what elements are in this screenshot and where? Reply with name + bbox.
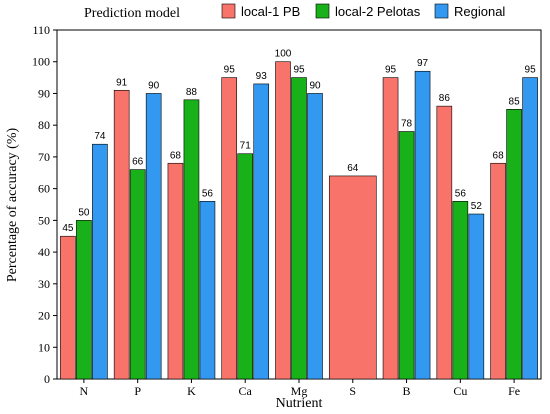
legend-label-local-1-pb: local-1 PB — [241, 4, 300, 19]
bar-n-local-2-pelotas — [76, 220, 92, 380]
bar-fe-regional — [522, 77, 538, 380]
bar-value-labels: 4550749166906888569571931009590649578978… — [62, 49, 536, 235]
y-tick-label: 70 — [38, 150, 50, 164]
bars — [60, 61, 538, 380]
x-tick-label-mg: Mg — [291, 384, 308, 398]
x-tick-label-p: P — [134, 384, 141, 398]
x-tick-label-k: K — [187, 384, 196, 398]
legend-item-local-2-pelotas: local-2 Pelotas — [315, 3, 421, 19]
legend-swatch-local-2-pelotas — [315, 3, 330, 19]
bar-n-local-1-pb — [60, 235, 76, 380]
bar-mg-local-1-pb — [275, 61, 291, 380]
bar-value-label-p-local-1-pb: 91 — [116, 77, 128, 88]
bar-value-label-s-local-1-pb: 64 — [347, 163, 359, 174]
legend-item-local-1-pb: local-1 PB — [221, 3, 300, 19]
bar-value-label-n-local-2-pelotas: 50 — [78, 207, 90, 218]
bar-fe-local-1-pb — [490, 162, 506, 380]
y-tick-label: 20 — [38, 309, 50, 323]
bar-p-local-1-pb — [113, 89, 130, 380]
y-tick-label: 10 — [38, 340, 50, 354]
bar-s-local-1-pb — [328, 175, 377, 380]
legend-swatch-local-1-pb — [221, 3, 236, 19]
bar-ca-regional — [253, 83, 270, 380]
bar-ca-local-2-pelotas — [237, 153, 254, 380]
y-tick-label: 30 — [38, 277, 50, 291]
bar-value-label-cu-local-2-pelotas: 56 — [455, 188, 467, 199]
bar-ca-local-1-pb — [221, 77, 238, 380]
bar-value-label-p-local-2-pelotas: 66 — [132, 157, 144, 168]
y-tick-label: 80 — [38, 118, 50, 132]
bar-value-label-b-local-1-pb: 95 — [385, 65, 397, 76]
bar-n-regional — [92, 143, 108, 380]
legend-swatch-regional — [434, 3, 449, 19]
y-tick-label: 60 — [38, 182, 50, 196]
bar-value-label-b-regional: 97 — [417, 58, 429, 69]
legend-title: Prediction model — [84, 6, 180, 21]
bar-value-label-cu-local-1-pb: 86 — [439, 93, 451, 104]
legend: Prediction model local-1 PB local-2 Pelo… — [84, 3, 505, 21]
x-tick-label-cu: Cu — [453, 384, 467, 398]
bar-value-label-k-local-1-pb: 68 — [170, 150, 182, 161]
bar-mg-local-2-pelotas — [291, 77, 307, 380]
y-tick-label: 0 — [44, 372, 50, 386]
x-axis-title: Nutrient — [276, 396, 323, 411]
bar-value-label-k-regional: 56 — [202, 188, 214, 199]
bar-value-label-ca-local-1-pb: 95 — [224, 65, 236, 76]
x-tick-label-b: B — [403, 384, 411, 398]
x-tick-label-n: N — [80, 384, 89, 398]
bar-value-label-p-regional: 90 — [148, 80, 160, 91]
bar-value-label-k-local-2-pelotas: 88 — [186, 87, 198, 98]
y-tick-label: 50 — [38, 213, 50, 227]
bar-value-label-fe-local-1-pb: 68 — [493, 150, 505, 161]
bar-value-label-fe-local-2-pelotas: 85 — [509, 96, 521, 107]
bar-fe-local-2-pelotas — [506, 109, 522, 380]
bar-p-regional — [145, 93, 162, 380]
y-tick-label: 40 — [38, 245, 50, 259]
bar-mg-regional — [307, 93, 323, 380]
x-tick-label-fe: Fe — [508, 384, 520, 398]
legend-item-regional: Regional — [434, 3, 505, 19]
bar-value-label-mg-regional: 90 — [309, 80, 321, 91]
bar-value-label-cu-regional: 52 — [471, 201, 483, 212]
bar-b-local-1-pb — [382, 77, 399, 380]
bar-value-label-mg-local-1-pb: 100 — [275, 49, 292, 60]
bar-value-label-ca-local-2-pelotas: 71 — [240, 141, 252, 152]
bar-p-local-2-pelotas — [129, 169, 146, 380]
y-tick-label: 100 — [32, 55, 50, 69]
bar-value-label-mg-local-2-pelotas: 95 — [293, 65, 305, 76]
x-tick-label-s: S — [349, 384, 356, 398]
legend-label-regional: Regional — [454, 4, 505, 19]
bar-k-regional — [199, 201, 216, 380]
x-axis: N P K Ca Mg S B Cu Fe — [80, 379, 520, 398]
bar-cu-local-1-pb — [436, 105, 453, 380]
x-tick-label-ca: Ca — [239, 384, 253, 398]
bar-cu-regional — [468, 213, 485, 380]
bar-b-regional — [414, 70, 431, 380]
y-axis: 0 10 20 30 40 50 60 70 80 90 100 110 — [32, 23, 57, 386]
y-tick-label: 90 — [38, 86, 50, 100]
bar-b-local-2-pelotas — [398, 131, 415, 380]
bar-value-label-fe-regional: 95 — [525, 65, 537, 76]
bar-value-label-b-local-2-pelotas: 78 — [401, 119, 413, 130]
legend-label-local-2-pelotas: local-2 Pelotas — [335, 4, 421, 19]
bar-k-local-1-pb — [167, 162, 184, 380]
y-tick-label: 110 — [32, 23, 50, 37]
bar-k-local-2-pelotas — [183, 99, 200, 380]
bar-cu-local-2-pelotas — [452, 201, 469, 380]
y-axis-title: Percentage of accuracy (%) — [5, 128, 20, 283]
bar-value-label-n-local-1-pb: 45 — [62, 223, 74, 234]
bar-value-label-ca-regional: 93 — [256, 71, 268, 82]
bar-value-label-n-regional: 74 — [94, 131, 106, 142]
